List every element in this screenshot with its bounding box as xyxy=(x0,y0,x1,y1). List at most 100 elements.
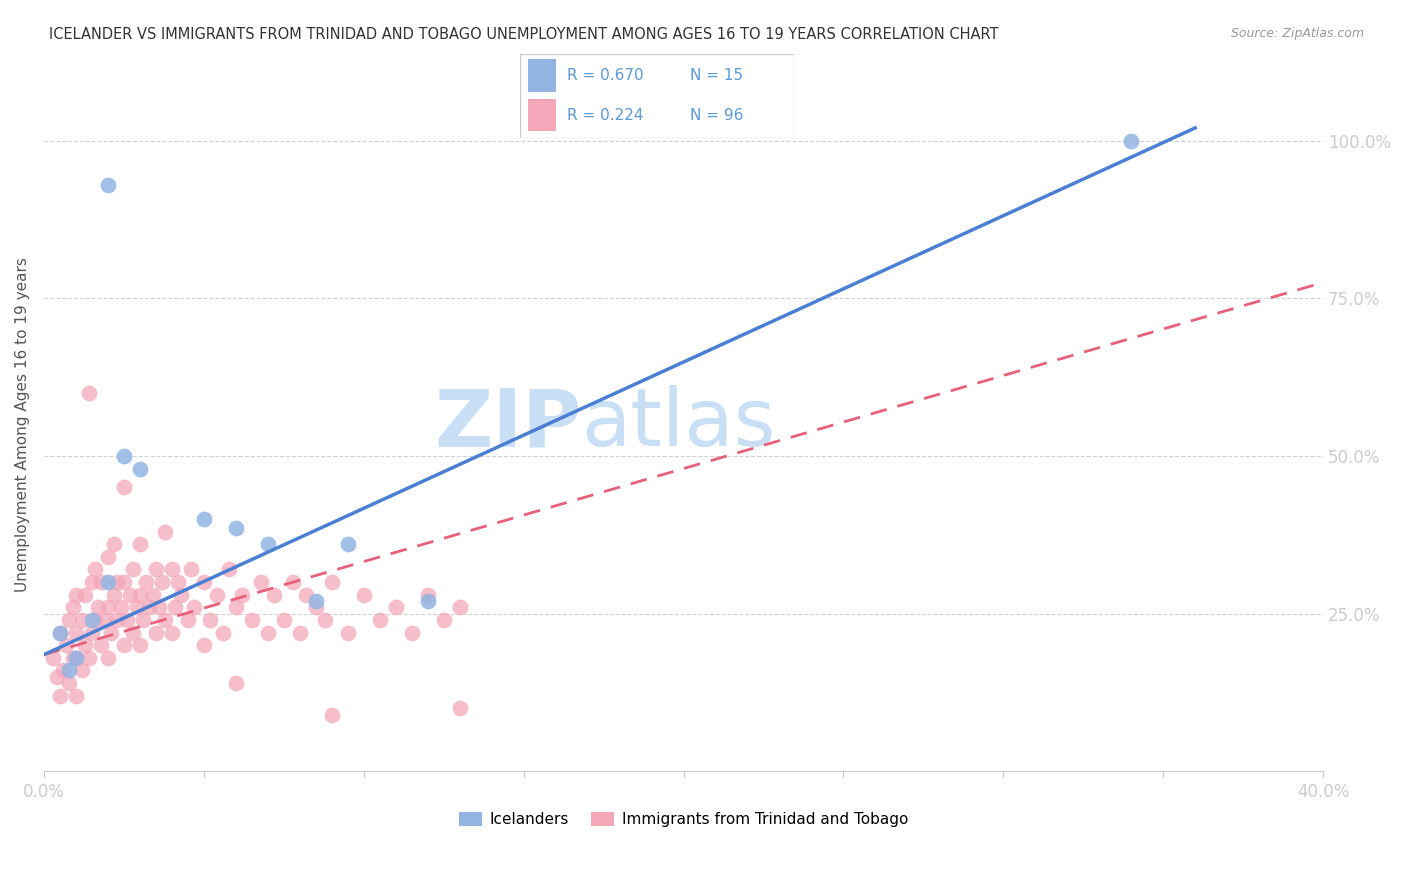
Point xyxy=(193,512,215,526)
Point xyxy=(87,600,110,615)
Point xyxy=(138,600,160,615)
Point xyxy=(112,575,135,590)
Text: R = 0.670: R = 0.670 xyxy=(567,68,644,83)
Point xyxy=(77,650,100,665)
Point xyxy=(368,613,391,627)
Point xyxy=(97,549,120,564)
Point xyxy=(65,625,87,640)
Point xyxy=(75,638,97,652)
Text: N = 15: N = 15 xyxy=(690,68,744,83)
Point xyxy=(49,625,72,640)
Point xyxy=(183,600,205,615)
Point xyxy=(125,600,148,615)
Point xyxy=(103,588,125,602)
Text: N = 96: N = 96 xyxy=(690,108,744,123)
Point xyxy=(160,562,183,576)
Point xyxy=(180,562,202,576)
Point xyxy=(110,600,132,615)
Point xyxy=(84,562,107,576)
Point xyxy=(416,588,439,602)
Point xyxy=(62,600,84,615)
Point xyxy=(122,625,145,640)
Point xyxy=(256,625,278,640)
Point xyxy=(155,613,177,627)
Point xyxy=(49,625,72,640)
Point xyxy=(72,613,94,627)
Point xyxy=(97,650,120,665)
Point xyxy=(65,588,87,602)
Point xyxy=(273,613,295,627)
Point xyxy=(401,625,423,640)
Point xyxy=(170,588,193,602)
Point xyxy=(449,600,471,615)
Point xyxy=(167,575,190,590)
Point xyxy=(97,178,120,192)
Point xyxy=(263,588,285,602)
Point xyxy=(58,613,80,627)
Point xyxy=(42,650,65,665)
Point xyxy=(256,537,278,551)
Point xyxy=(128,588,150,602)
Point xyxy=(288,625,311,640)
Bar xyxy=(529,60,555,92)
Point xyxy=(193,638,215,652)
Point xyxy=(145,562,167,576)
Point xyxy=(198,613,221,627)
Point xyxy=(160,625,183,640)
Point xyxy=(218,562,240,576)
Point xyxy=(120,588,142,602)
Point xyxy=(177,613,200,627)
Point xyxy=(128,537,150,551)
Text: atlas: atlas xyxy=(581,385,776,464)
Point xyxy=(80,575,103,590)
FancyBboxPatch shape xyxy=(520,54,794,138)
Point xyxy=(65,689,87,703)
Point xyxy=(212,625,235,640)
Point xyxy=(122,562,145,576)
Point xyxy=(77,385,100,400)
Point xyxy=(97,575,120,590)
Point xyxy=(65,650,87,665)
Point xyxy=(321,707,343,722)
Point xyxy=(62,650,84,665)
Point xyxy=(142,588,165,602)
Point xyxy=(163,600,186,615)
Point xyxy=(45,670,67,684)
Point xyxy=(321,575,343,590)
Point xyxy=(416,594,439,608)
Legend: Icelanders, Immigrants from Trinidad and Tobago: Icelanders, Immigrants from Trinidad and… xyxy=(453,805,914,833)
Point xyxy=(353,588,375,602)
Point xyxy=(107,575,129,590)
Point xyxy=(80,613,103,627)
Point xyxy=(145,625,167,640)
Point xyxy=(65,650,87,665)
Point xyxy=(107,613,129,627)
Point xyxy=(80,625,103,640)
Point xyxy=(449,701,471,715)
Point xyxy=(314,613,336,627)
Point xyxy=(250,575,273,590)
Point xyxy=(132,613,155,627)
Point xyxy=(90,575,112,590)
Text: ZIP: ZIP xyxy=(434,385,581,464)
Point xyxy=(384,600,406,615)
Y-axis label: Unemployment Among Ages 16 to 19 years: Unemployment Among Ages 16 to 19 years xyxy=(15,257,30,591)
Point xyxy=(305,594,328,608)
Point xyxy=(225,521,247,535)
Point xyxy=(283,575,305,590)
Bar xyxy=(529,99,555,131)
Text: R = 0.224: R = 0.224 xyxy=(567,108,644,123)
Point xyxy=(225,600,247,615)
Point xyxy=(225,676,247,690)
Point xyxy=(100,625,122,640)
Point xyxy=(336,537,359,551)
Point xyxy=(150,575,173,590)
Point xyxy=(128,461,150,475)
Point xyxy=(103,537,125,551)
Point xyxy=(112,481,135,495)
Point xyxy=(433,613,456,627)
Point xyxy=(148,600,170,615)
Point xyxy=(155,524,177,539)
Point xyxy=(193,575,215,590)
Point xyxy=(115,613,138,627)
